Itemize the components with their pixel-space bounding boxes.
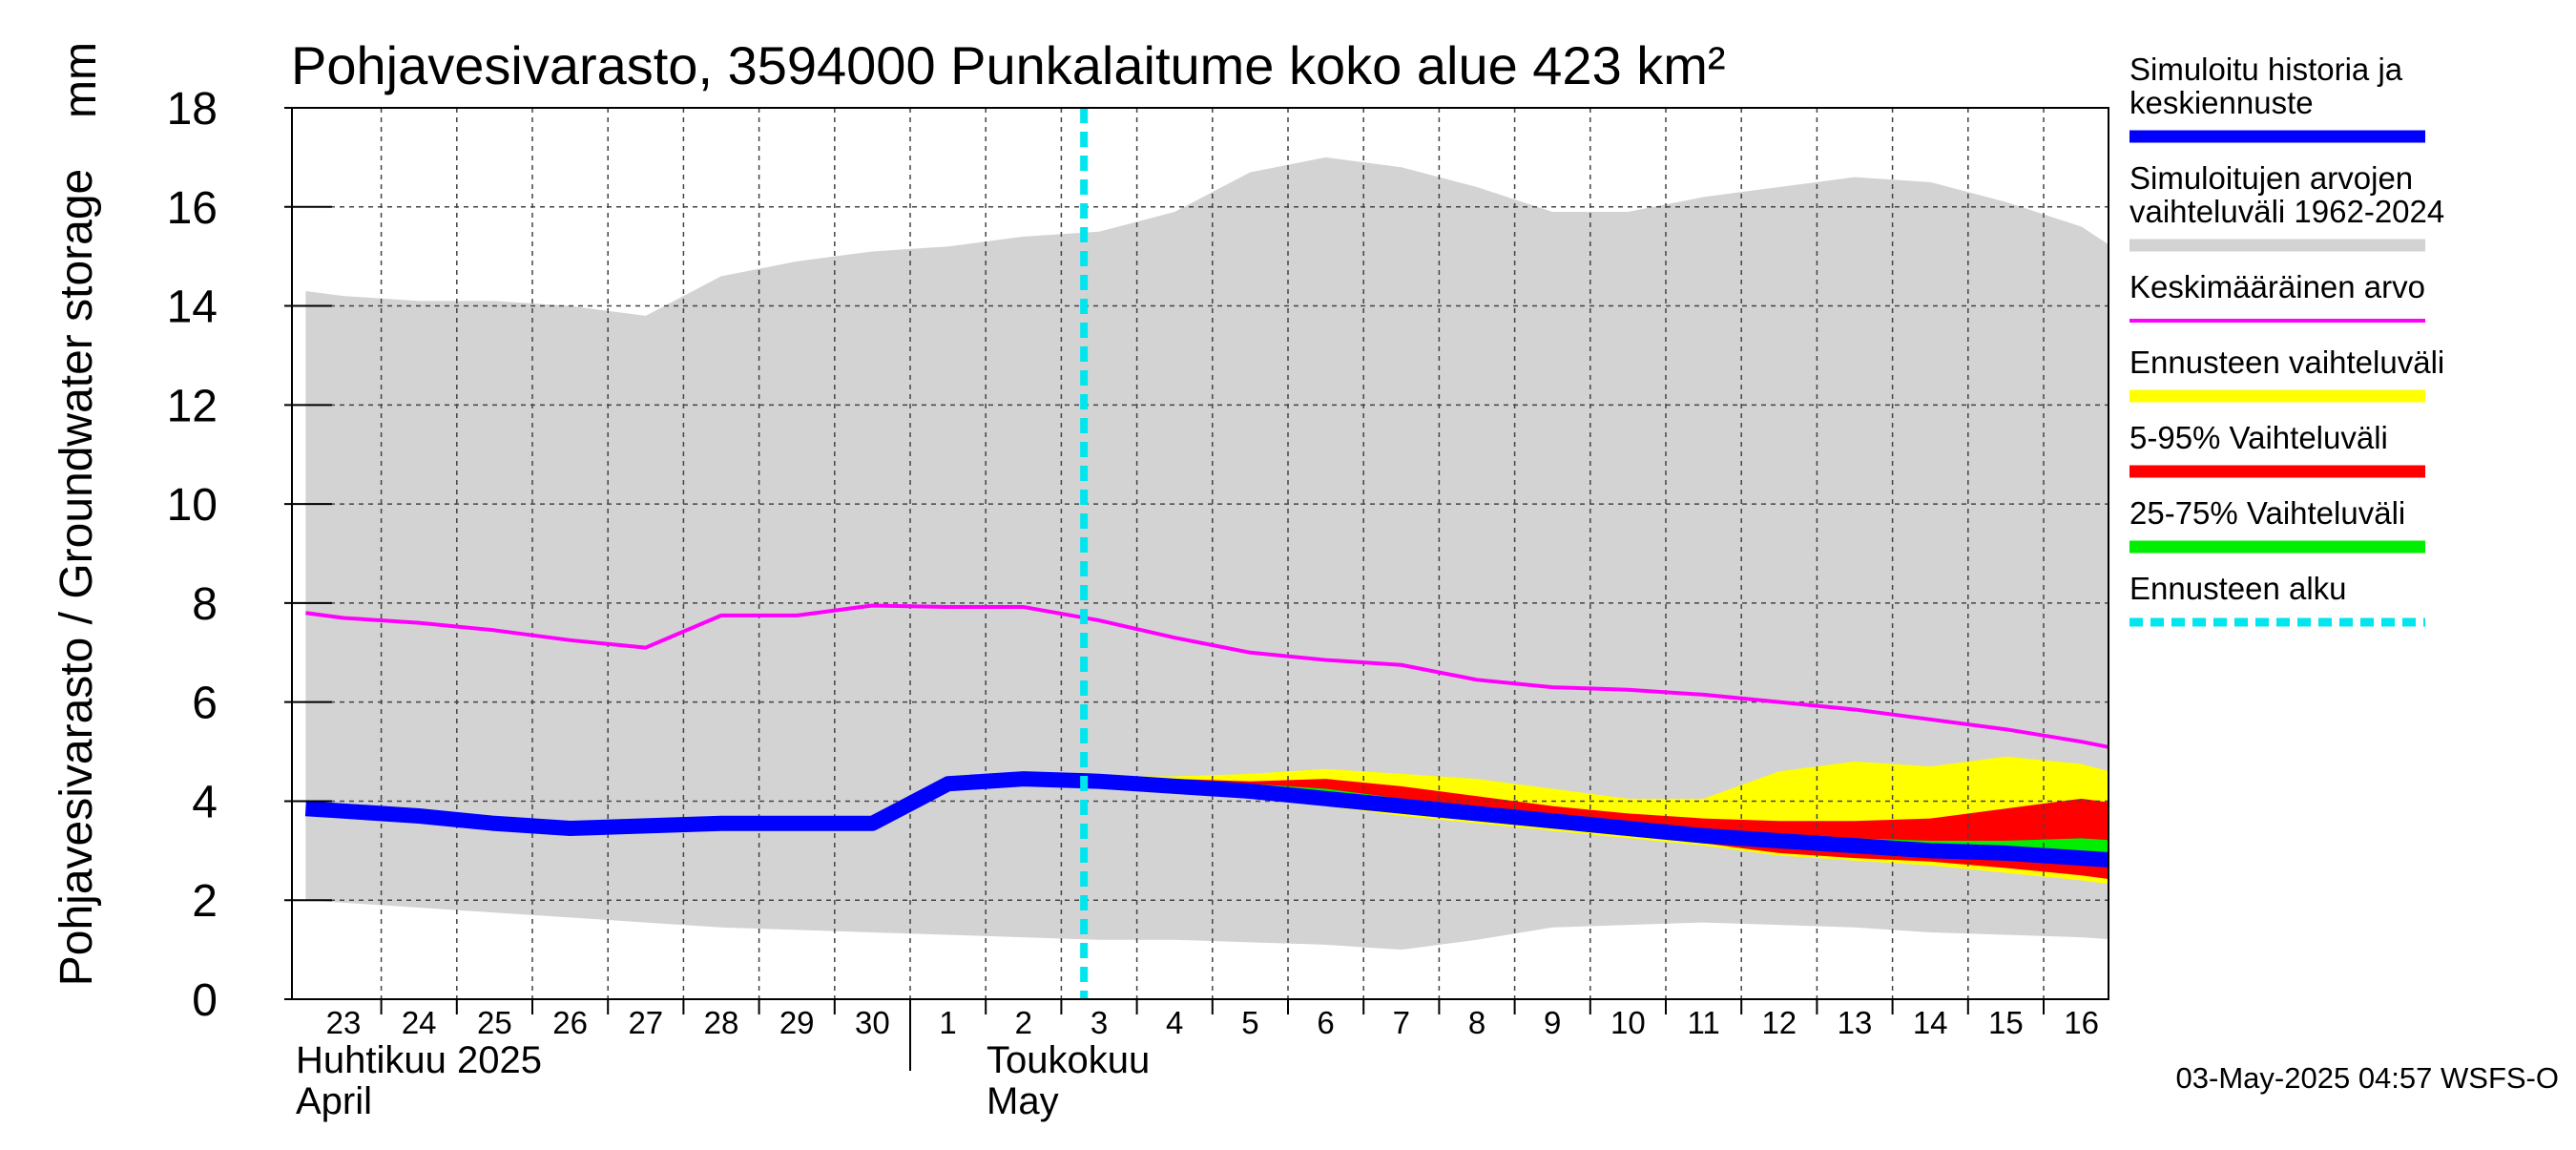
x-day-label-4: 27: [628, 1005, 663, 1040]
x-day-label-8: 1: [939, 1005, 956, 1040]
legend-label-4-0: 5-95% Vaihteluväli: [2129, 420, 2388, 455]
x-day-label-22: 15: [1988, 1005, 2024, 1040]
plot-frame: [291, 107, 2109, 1000]
x-day-label-1: 24: [402, 1005, 437, 1040]
line-series-0: [305, 603, 2109, 749]
y-axis-unit: mm: [55, 42, 106, 118]
x-day-label-9: 2: [1015, 1005, 1032, 1040]
x-day-label-17: 10: [1610, 1005, 1646, 1040]
month-label-1: Toukokuu: [987, 1039, 1150, 1081]
legend-label-0-0: Simuloitu historia ja: [2129, 52, 2403, 87]
band-0: [305, 157, 2109, 951]
y-tick-label-5: 10: [167, 480, 218, 531]
timestamp-footer: 03-May-2025 04:57 WSFS-O: [2176, 1061, 2559, 1095]
x-day-label-6: 29: [779, 1005, 815, 1040]
month-sublabel-1: May: [987, 1080, 1059, 1122]
x-day-label-13: 6: [1317, 1005, 1334, 1040]
month-sublabel-0: April: [296, 1080, 372, 1122]
x-day-label-2: 25: [477, 1005, 512, 1040]
x-day-label-5: 28: [704, 1005, 739, 1040]
legend-label-1-0: Simuloitujen arvojen: [2129, 160, 2413, 196]
legend-label-6-0: Ennusteen alku: [2129, 571, 2347, 606]
x-day-label-23: 16: [2064, 1005, 2099, 1040]
y-tick-label-9: 18: [167, 84, 218, 135]
x-day-label-11: 4: [1166, 1005, 1183, 1040]
x-day-label-20: 13: [1838, 1005, 1873, 1040]
y-tick-label-7: 14: [167, 282, 218, 333]
line-series-1: [304, 771, 2109, 868]
y-tick-label-8: 16: [167, 183, 218, 234]
legend-label-1-1: vaihteluväli 1962-2024: [2129, 194, 2444, 229]
x-day-label-18: 11: [1687, 1005, 1719, 1040]
x-day-label-15: 8: [1468, 1005, 1485, 1040]
x-day-label-19: 12: [1761, 1005, 1797, 1040]
y-tick-label-1: 2: [192, 876, 218, 927]
plot-area: [292, 108, 2109, 999]
y-tick-label-2: 4: [192, 777, 218, 827]
y-tick-label-0: 0: [192, 975, 218, 1026]
grid: [292, 108, 2109, 999]
y-tick-label-4: 8: [192, 579, 218, 630]
x-day-label-7: 30: [855, 1005, 890, 1040]
x-day-label-14: 7: [1393, 1005, 1410, 1040]
x-day-label-21: 14: [1913, 1005, 1948, 1040]
x-day-label-3: 26: [552, 1005, 588, 1040]
y-axis-label: Pohjavesivarasto / Groundwater storage: [52, 169, 102, 986]
x-day-label-10: 3: [1091, 1005, 1108, 1040]
month-label-0: Huhtikuu 2025: [296, 1039, 542, 1081]
plot-series: [292, 108, 2109, 999]
legend-label-0-1: keskiennuste: [2129, 85, 2314, 120]
legend-label-3-0: Ennusteen vaihteluväli: [2129, 345, 2444, 380]
y-tick-label-6: 12: [167, 381, 218, 431]
y-tick-label-3: 6: [192, 679, 218, 729]
x-day-label-0: 23: [326, 1005, 362, 1040]
x-day-label-16: 9: [1544, 1005, 1561, 1040]
chart-title: Pohjavesivarasto, 3594000 Punkalaitume k…: [291, 35, 1726, 95]
legend-label-5-0: 25-75% Vaihteluväli: [2129, 495, 2405, 531]
legend-label-2-0: Keskimääräinen arvo: [2129, 269, 2425, 304]
x-day-label-12: 5: [1241, 1005, 1258, 1040]
